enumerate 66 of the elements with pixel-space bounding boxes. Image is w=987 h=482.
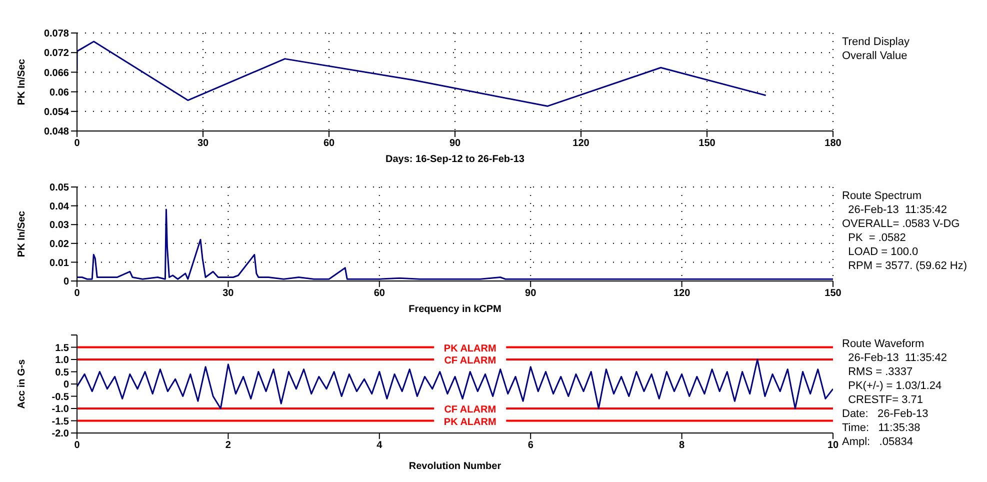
x-tick-label: 6	[528, 440, 534, 452]
x-tick-label: 8	[679, 440, 686, 452]
text: RPM = 3577. (59.62 Hz)	[847, 259, 968, 273]
x-tick-label: 10	[827, 440, 839, 452]
ref-line-label: PK ALARM	[444, 416, 496, 428]
text: Ampl: .05834	[842, 435, 914, 449]
text: RMS = .3337	[847, 365, 914, 379]
x-tick-label: 0	[74, 138, 80, 150]
text: 26-Feb-13 11:35:42	[847, 203, 948, 217]
x-tick-label: 60	[323, 138, 335, 150]
x-tick-label: 120	[673, 288, 691, 300]
x-tick-label: 150	[698, 138, 716, 150]
x-axis-title: Revolution Number	[408, 461, 502, 472]
x-tick-label: 0	[74, 440, 80, 452]
text: OVERALL= .0583 V-DG	[842, 217, 961, 231]
text: PK(+/-) = 1.03/1.24	[847, 379, 943, 393]
text: Date: 26-Feb-13	[842, 407, 930, 421]
x-tick-label: 60	[374, 288, 386, 300]
x-tick-label: 30	[222, 288, 234, 300]
x-tick-label: 30	[197, 138, 209, 150]
text: CRESTF= 3.71	[847, 393, 924, 407]
text: PK = .0582	[847, 231, 907, 245]
x-tick-label: 150	[824, 288, 842, 300]
y-tick-label: 0.066	[44, 68, 70, 79]
y-tick-label: -1.5	[52, 416, 70, 428]
y-tick-label: -1.0	[52, 404, 70, 416]
ref-line-label: CF ALARM	[444, 356, 496, 366]
y-tick-label: 0.04	[50, 201, 70, 212]
y-tick-label: 0.054	[44, 106, 70, 118]
text: Route Spectrum	[842, 189, 922, 203]
text: Trend Display	[842, 35, 910, 49]
ref-line-label: PK ALARM	[444, 343, 496, 354]
y-tick-label: 0	[63, 380, 70, 391]
x-tick-label: 180	[824, 138, 842, 150]
text: Overall Value	[842, 49, 908, 63]
x-tick-label: 120	[572, 138, 590, 150]
y-tick-label: -2.0	[52, 428, 70, 440]
y-axis-title: PK In/Sec	[16, 58, 28, 106]
y-tick-label: 0.03	[50, 220, 70, 232]
y-axis-title: PK In/Sec	[16, 210, 28, 258]
x-axis-title: Frequency in kCPM	[408, 304, 502, 315]
y-tick-label: 1.0	[55, 355, 70, 366]
text: 26-Feb-13 11:35:42	[847, 351, 948, 365]
text: LOAD = 100.0	[847, 245, 920, 259]
y-tick-label: 0.02	[50, 238, 70, 250]
ref-line-label: CF ALARM	[444, 404, 496, 416]
text: Route Waveform	[842, 337, 926, 351]
x-tick-label: 90	[449, 138, 461, 150]
y-tick-label: 0.06	[50, 87, 70, 98]
y-tick-label: 1.5	[55, 342, 70, 354]
y-tick-label: 0.05	[50, 182, 70, 194]
x-tick-label: 4	[376, 440, 383, 452]
line-series	[77, 40, 767, 107]
y-tick-label: 0.01	[50, 258, 70, 269]
x-tick-label: 90	[525, 288, 537, 300]
text: Time: 11:35:38	[842, 421, 922, 435]
x-tick-label: 2	[225, 440, 232, 452]
y-tick-label: -0.5	[52, 392, 70, 403]
y-tick-label: 0.5	[55, 367, 70, 378]
y-tick-label: 0.078	[44, 28, 70, 40]
x-tick-label: 0	[74, 288, 80, 300]
y-tick-label: 0	[63, 276, 70, 288]
y-tick-label: 0.048	[44, 126, 70, 138]
y-axis-title: Acc in G-s	[16, 358, 28, 409]
x-axis-title: Days: 16-Sep-12 to 26-Feb-13	[386, 154, 525, 165]
y-tick-label: 0.072	[44, 48, 70, 60]
